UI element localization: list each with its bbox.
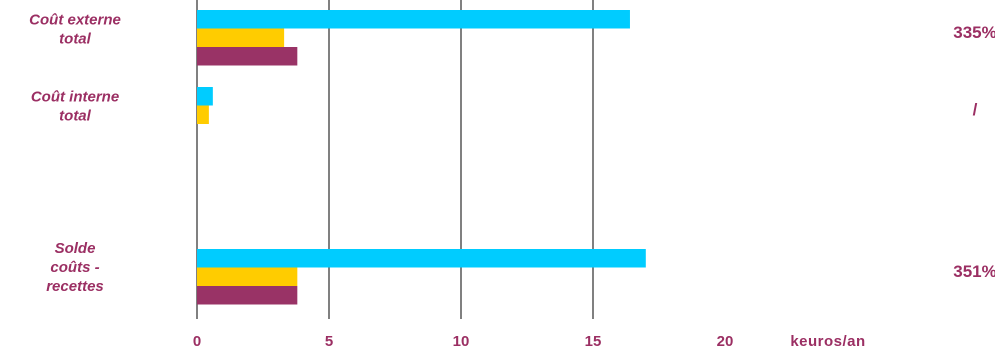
x-tick-label-5: 5: [325, 333, 333, 349]
bar-cat0-series0: [197, 10, 630, 29]
category-label-1: Coût interne total: [31, 89, 119, 125]
category-label-line: recettes: [46, 278, 104, 295]
x-tick-label-10: 10: [453, 333, 470, 349]
bar-cat1-series0: [197, 87, 213, 106]
category-label-line: Solde: [55, 240, 96, 257]
percent-label-0: 335%: [953, 23, 995, 42]
category-label-0: Coût externe total: [29, 12, 121, 48]
x-tick-label-20: 20: [717, 333, 734, 349]
category-label-line: Coût interne: [31, 89, 119, 106]
label-layer: Coût externe total Coût interne total Solde c…: [29, 12, 995, 351]
category-label-line: coûts -: [50, 259, 99, 276]
bar-cat0-series2: [197, 47, 298, 66]
x-tick-label-15: 15: [585, 333, 602, 349]
bar-cat1-series1: [197, 105, 209, 124]
bar-cat2-series0: [197, 249, 646, 268]
bar-cat2-series1: [197, 267, 298, 286]
x-axis-unit-label: keuros/an: [790, 333, 865, 349]
category-label-line: Coût externe: [29, 12, 121, 29]
category-label-line: total: [59, 108, 91, 125]
x-tick-label-0: 0: [193, 333, 201, 349]
percent-label-1: /: [973, 100, 978, 119]
bar-layer: [197, 10, 646, 305]
percent-label-2: 351%: [953, 262, 995, 281]
bar-cat0-series1: [197, 28, 285, 47]
category-label-line: total: [59, 31, 91, 48]
bar-cat2-series2: [197, 286, 298, 305]
category-label-2: Solde coûts - recettes: [46, 240, 104, 295]
